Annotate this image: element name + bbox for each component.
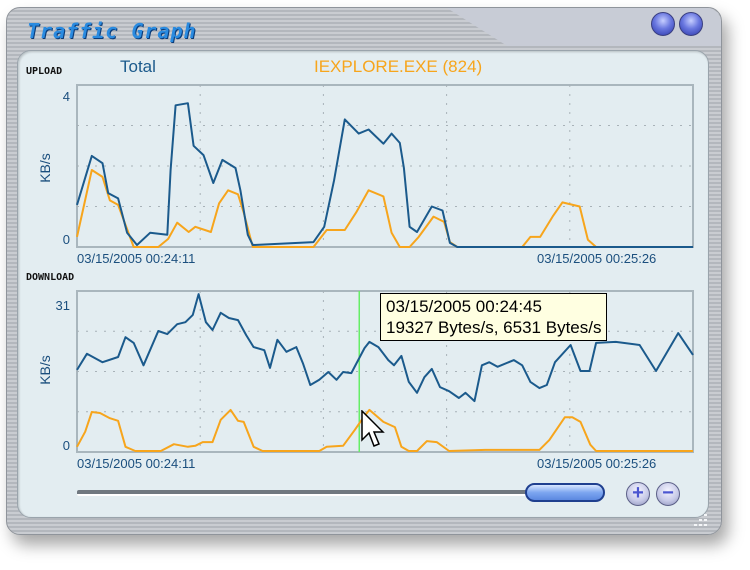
legend-process: IEXPLORE.EXE (824) (314, 57, 483, 76)
upload-plot (76, 84, 694, 248)
tooltip-time: 03/15/2005 00:24:45 (386, 297, 542, 316)
upload-yaxis-label: KB/s (37, 153, 53, 183)
upload-start-time: 03/15/2005 00:24:11 (77, 251, 196, 266)
series-line-process (76, 408, 693, 452)
series-line-total (76, 102, 693, 248)
tooltip-values: 19327 Bytes/s, 6531 Bytes/s (386, 318, 602, 337)
download-yaxis-label: KB/s (37, 355, 53, 385)
resize-grip-icon[interactable] (690, 512, 710, 530)
download-end-time: 03/15/2005 00:25:26 (537, 456, 657, 471)
window-title: Traffic Graph (27, 19, 197, 43)
time-scrollbar-thumb[interactable] (525, 483, 605, 502)
legend-total: Total (120, 57, 156, 76)
upload-ymax-label: 4 (62, 89, 70, 104)
upload-section-label: UPLOAD (26, 66, 63, 77)
zoom-out-button[interactable]: − (656, 482, 680, 506)
mouse-pointer-icon (361, 410, 385, 447)
close-button[interactable] (679, 12, 703, 36)
zoom-in-button[interactable]: + (626, 482, 650, 506)
time-scrollbar-track[interactable] (77, 490, 597, 496)
series-line-total (76, 293, 694, 403)
download-start-time: 03/15/2005 00:24:11 (77, 456, 196, 471)
upload-end-time: 03/15/2005 00:25:26 (537, 251, 657, 266)
minimize-button[interactable] (651, 12, 675, 36)
download-ymin-label: 0 (62, 438, 70, 453)
download-ymax-label: 31 (55, 298, 70, 313)
upload-ymin-label: 0 (62, 232, 70, 247)
download-section-label: DOWNLOAD (26, 272, 75, 283)
series-line-process (76, 169, 693, 248)
data-tooltip: 03/15/2005 00:24:45 19327 Bytes/s, 6531 … (380, 293, 608, 341)
